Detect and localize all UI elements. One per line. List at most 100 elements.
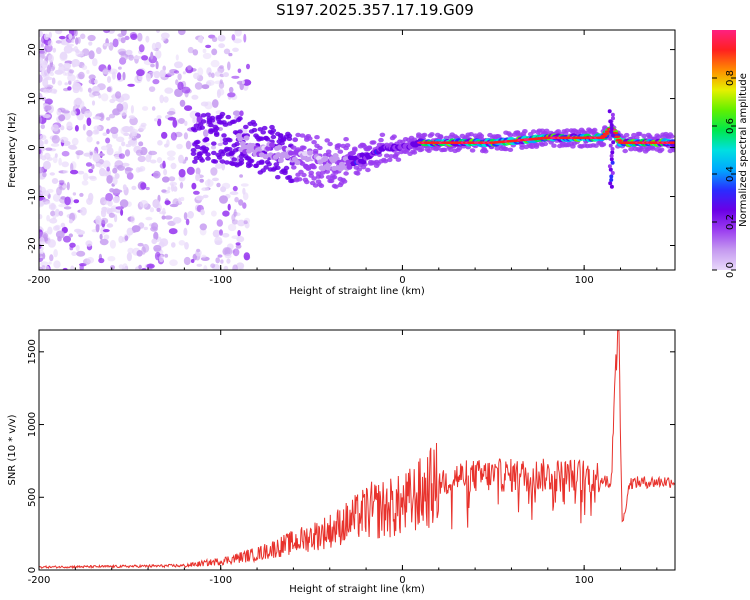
spectrogram-ridge-core [613, 135, 621, 139]
spectrogram-noise-blob [222, 233, 230, 238]
spectrogram-ridge-blob [294, 159, 301, 166]
spectrogram-noise-blob [75, 50, 84, 57]
spectrogram-band-blob [671, 148, 675, 153]
spectrogram-band-blob [199, 158, 205, 163]
spectrogram-noise-blob [60, 222, 66, 228]
spectrogram-noise-blob [42, 172, 47, 178]
spectrogram-noise-blob [142, 106, 149, 111]
spectrogram-noise-blob [151, 106, 156, 111]
spectrogram-noise-blob [135, 149, 143, 156]
spectrogram-band-blob [261, 125, 268, 131]
spectrogram-band-blob [263, 165, 269, 170]
spectrogram-noise-blob [55, 230, 65, 239]
spectrogram-band-blob [280, 137, 287, 142]
spectrogram-noise-blob [126, 252, 132, 262]
spectrogram-noise-blob [145, 186, 150, 191]
spectrogram-noise-blob [70, 162, 74, 172]
spectrogram-band-blob [378, 137, 384, 143]
spectrogram-noise-blob [58, 204, 66, 208]
spectrogram-noise-blob [64, 82, 68, 86]
spectrogram-noise-blob [55, 40, 62, 44]
spectrogram-noise-blob [39, 74, 43, 83]
spectrogram-noise-blob [79, 192, 84, 197]
spectrogram-noise-blob [72, 63, 76, 68]
spectrogram-band-blob [275, 165, 281, 170]
spectrogram-noise-blob [173, 186, 178, 192]
spectrogram-band-blob [366, 145, 373, 151]
spectrogram-noise-blob [51, 134, 60, 144]
spectrogram-noise-blob [58, 114, 66, 122]
spectrogram-noise-blob [85, 240, 93, 247]
spectrogram-spike-blob [611, 133, 615, 138]
spectrogram-noise-blob [127, 139, 136, 146]
spectrogram-noise-blob [205, 44, 212, 49]
spectrogram-noise-blob [115, 91, 122, 99]
spectrogram-band-blob [270, 128, 277, 133]
spectrogram-noise-blob [67, 86, 72, 91]
spectrogram-noise-blob [162, 176, 170, 183]
spectrogram-band-blob [641, 133, 647, 139]
spectrogram-spike-blob [611, 140, 616, 145]
spectrogram-noise-blob [146, 263, 155, 269]
spectrogram-noise-blob [45, 147, 53, 151]
spectrogram-band-blob [209, 115, 216, 121]
spectrogram-spike-blob [609, 129, 614, 134]
spectrogram-noise-blob [71, 35, 75, 40]
spectrogram-noise-blob [96, 141, 100, 145]
spectrogram-noise-blob [63, 112, 71, 121]
spectrogram-ridge-blob [349, 150, 356, 156]
spectrogram-noise-blob [212, 99, 219, 108]
spectrogram-noise-blob [133, 55, 142, 60]
spectrogram-noise-blob [195, 167, 201, 176]
spectrogram-band-blob [299, 133, 306, 138]
spectrogram-band-blob [395, 157, 402, 162]
spectrogram-band-blob [327, 141, 333, 147]
spectrogram-noise-blob [78, 71, 85, 80]
spectrogram-noise-blob [191, 182, 197, 190]
snr-x-tick-label: -100 [209, 575, 232, 586]
spectrogram-noise-blob [199, 35, 204, 44]
spectrogram-ridge-blob [346, 164, 353, 170]
spectrogram-noise-blob [71, 251, 77, 256]
snr-x-tick-label: 0 [399, 575, 405, 586]
spectrogram-noise-blob [100, 217, 109, 225]
spectrogram-ridge-blob [276, 144, 283, 150]
spectrogram-noise-blob [181, 86, 191, 94]
spectrogram-noise-blob [200, 209, 205, 216]
spectrogram-noise-blob [235, 242, 241, 246]
spectrogram-noise-blob [86, 129, 93, 137]
spectrogram-noise-blob [39, 57, 44, 63]
spectrogram-noise-blob [39, 202, 42, 207]
spectrogram-noise-blob [174, 61, 183, 69]
snr-y-tick-label: 0 [27, 567, 38, 573]
spectrogram-band-blob [307, 136, 313, 141]
spectrogram-band-blob [195, 144, 201, 150]
spectrogram-noise-blob [228, 52, 233, 57]
spectrogram-band-blob [318, 174, 325, 179]
spectrogram-noise-blob [246, 63, 250, 70]
spectrogram-band-blob [543, 128, 550, 133]
spectrogram-band-blob [264, 137, 271, 142]
spectrogram-noise-blob [202, 194, 209, 199]
spectrogram-band-blob [333, 184, 339, 189]
snr-x-tick-label: -200 [28, 575, 51, 586]
page-title: S197.2025.357.17.19.G09 [276, 1, 474, 19]
spectrogram-noise-blob [228, 86, 234, 93]
spectrogram-noise-blob [92, 153, 101, 163]
spectrogram-band-blob [190, 148, 197, 153]
spectrogram-noise-blob [109, 239, 116, 249]
spectrogram-ridge-blob [284, 153, 291, 159]
spectrogram-noise-blob [86, 69, 90, 74]
spectrogram-noise-blob [128, 115, 136, 119]
spectrogram-noise-blob [61, 150, 70, 157]
spectrogram-noise-blob [106, 117, 111, 121]
spectrogram-band-blob [212, 159, 219, 164]
spectrogram-noise-blob [88, 168, 94, 174]
spectrogram-noise-blob [39, 196, 44, 202]
spectrogram-noise-blob [67, 74, 76, 82]
spectrogram-noise-blob [199, 178, 204, 183]
spectrogram-noise-blob [149, 207, 155, 213]
spectrogram-band-blob [221, 133, 227, 138]
spectrogram-noise-blob [210, 59, 220, 68]
